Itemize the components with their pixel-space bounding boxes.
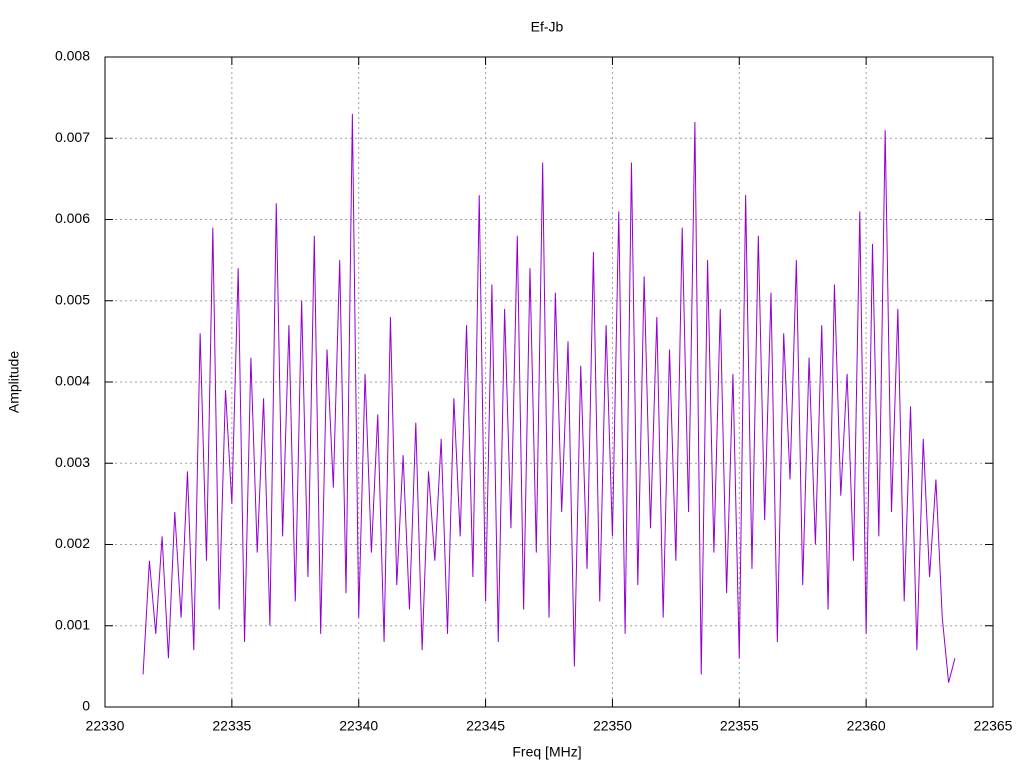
x-axis-label: Freq [MHz] bbox=[512, 744, 581, 760]
plot-border bbox=[104, 56, 994, 708]
y-tick-label: 0.001 bbox=[55, 616, 90, 632]
x-tick-label: 22340 bbox=[339, 718, 378, 734]
chart-title: Ef-Jb bbox=[531, 19, 564, 35]
x-tick-label: 22330 bbox=[86, 718, 125, 734]
y-tick-label: 0.003 bbox=[55, 454, 90, 470]
y-tick-label: 0.005 bbox=[55, 291, 90, 307]
x-tick-label: 22355 bbox=[720, 718, 759, 734]
y-tick-label: 0 bbox=[82, 698, 90, 714]
y-tick-label: 0.002 bbox=[55, 535, 90, 551]
x-tick-label: 22350 bbox=[593, 718, 632, 734]
x-tick-label: 22360 bbox=[847, 718, 886, 734]
y-axis-label: Amplitude bbox=[6, 351, 22, 413]
y-tick-label: 0.008 bbox=[55, 48, 90, 64]
x-tick-label: 22345 bbox=[466, 718, 505, 734]
x-tick-label: 22365 bbox=[974, 718, 1013, 734]
x-tick-label: 22335 bbox=[212, 718, 251, 734]
y-tick-label: 0.004 bbox=[55, 373, 90, 389]
y-tick-label: 0.007 bbox=[55, 129, 90, 145]
data-line bbox=[142, 113, 956, 683]
y-tick-label: 0.006 bbox=[55, 210, 90, 226]
